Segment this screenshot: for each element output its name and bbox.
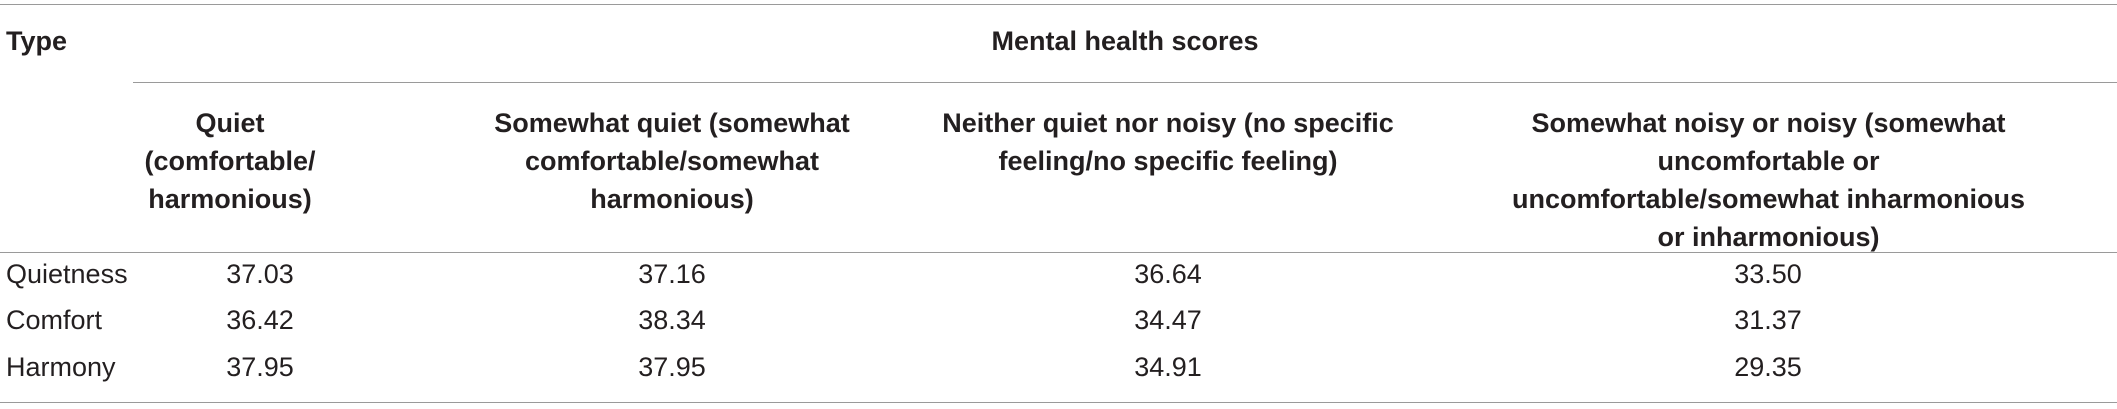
table-cell: 33.50 (1734, 259, 1802, 289)
top-rule (0, 4, 2117, 5)
table-cell: 34.47 (1134, 305, 1202, 335)
group-header: Mental health scores (991, 26, 1259, 56)
column-header-somewhat-quiet: Somewhat quiet (somewhat comfortable/som… (494, 108, 850, 214)
row-label-quietness: Quietness (6, 259, 128, 289)
table-cell: 29.35 (1734, 352, 1802, 382)
header-bottom-rule (0, 252, 2117, 253)
group-header-rule (133, 82, 2117, 83)
table-cell: 37.95 (638, 352, 706, 382)
table-cell: 37.95 (226, 352, 294, 382)
column-header-neither: Neither quiet nor noisy (no specific fee… (942, 108, 1394, 176)
table-cell: 37.16 (638, 259, 706, 289)
bottom-rule (0, 402, 2117, 403)
table-cell: 36.42 (226, 305, 294, 335)
column-header-noisy: Somewhat noisy or noisy (somewhat uncomf… (1511, 108, 2026, 252)
table-cell: 38.34 (638, 305, 706, 335)
table-cell: 37.03 (226, 259, 294, 289)
row-label-harmony: Harmony (6, 352, 116, 382)
table-cell: 31.37 (1734, 305, 1802, 335)
table-cell: 36.64 (1134, 259, 1202, 289)
row-label-comfort: Comfort (6, 305, 103, 335)
column-header-quiet: Quiet (comfortable/ harmonious) (144, 108, 316, 214)
type-header: Type (6, 26, 68, 56)
table-cell: 34.91 (1134, 352, 1202, 382)
